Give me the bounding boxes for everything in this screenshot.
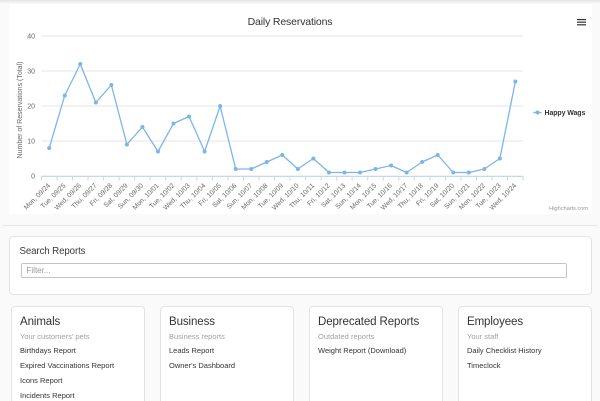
svg-text:30: 30 <box>27 69 35 76</box>
svg-text:Highcharts.com: Highcharts.com <box>549 206 588 212</box>
svg-text:Daily Reservations: Daily Reservations <box>248 16 333 28</box>
svg-text:0: 0 <box>31 174 35 181</box>
svg-text:20: 20 <box>27 104 35 111</box>
svg-text:Number of Reservations (Total): Number of Reservations (Total) <box>17 62 24 159</box>
svg-text:Happy Wags: Happy Wags <box>545 110 586 117</box>
svg-text:40: 40 <box>27 34 35 41</box>
svg-text:10: 10 <box>27 139 35 146</box>
